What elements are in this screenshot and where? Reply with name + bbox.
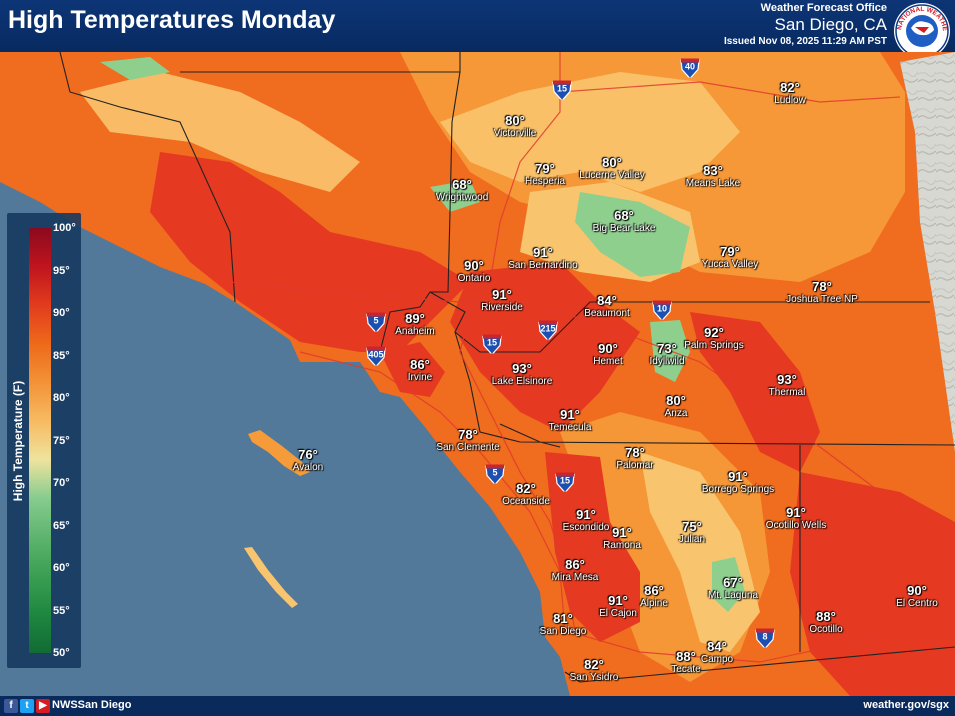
interstate-5-shield-south: 5 <box>484 464 506 489</box>
zone-hot-coachella <box>690 312 820 472</box>
legend-tick-label: 90° <box>53 307 70 319</box>
legend-tick-label: 65° <box>53 519 70 532</box>
temperature-map: 40 15 10 215 5 405 15 5 <box>0 51 955 696</box>
page-title: High Temperatures Monday <box>8 6 336 34</box>
interstate-8-shield: 8 <box>754 628 776 653</box>
youtube-icon[interactable]: ▶ <box>36 699 50 713</box>
zone-cold-north <box>100 57 170 80</box>
county-borders <box>59 51 955 683</box>
map-canvas <box>0 51 955 696</box>
footer-bar: f t ▶ NWSSan Diego weather.gov/sgx <box>0 696 955 716</box>
san-clemente-island <box>244 547 298 608</box>
legend-tick-label: 95° <box>53 264 70 277</box>
interstate-5-shield-north: 5 <box>365 312 387 337</box>
zone-cold-wrightwood <box>430 180 480 212</box>
interstate-15-shield: 15 <box>551 80 573 105</box>
social-handle[interactable]: NWSSan Diego <box>52 699 132 711</box>
interstate-215-shield: 215 <box>537 320 559 345</box>
nws-logo-icon: NATIONAL WEATHER SERVICE <box>891 0 951 65</box>
zone-cold-bigbear <box>575 192 690 277</box>
zone-hot-la <box>150 152 470 352</box>
zone-cool-high <box>440 72 740 192</box>
zone-cold-laguna <box>712 557 745 612</box>
legend-tick-label: 60° <box>53 562 70 574</box>
website-link[interactable]: weather.gov/sgx <box>863 699 949 711</box>
office-line: Weather Forecast Office <box>760 2 887 14</box>
legend-tick-label: 70° <box>53 477 70 489</box>
interstate-15-shield-south: 15 <box>554 472 576 497</box>
zone-hot-imperial <box>790 472 955 696</box>
interstate-10-shield: 10 <box>651 300 673 325</box>
catalina-island <box>248 430 310 476</box>
legend-tick-label: 55° <box>53 604 70 617</box>
zone-cool-coast <box>80 72 360 192</box>
legend-color-bar <box>29 228 51 653</box>
office-name: San Diego, CA <box>774 15 887 35</box>
legend-tick-label: 100° <box>53 222 76 234</box>
header-bar: High Temperatures Monday Weather Forecas… <box>0 0 955 59</box>
interstate-405-shield: 405 <box>365 346 387 371</box>
legend-ticks: 100° 95° 90° 85° 80° 75° 70° 65° 60° 55° 50° <box>53 222 83 659</box>
legend-tick-label: 50° <box>53 647 70 659</box>
interstate-15-shield-riverside: 15 <box>481 334 503 359</box>
interstate-40-shield: 40 <box>679 58 701 83</box>
facebook-icon[interactable]: f <box>4 699 18 713</box>
highways <box>229 52 901 663</box>
legend-tick-label: 85° <box>53 349 70 362</box>
twitter-icon[interactable]: t <box>20 699 34 713</box>
office-info: Weather Forecast Office San Diego, CA Is… <box>724 2 887 48</box>
issued-time: Issued Nov 08, 2025 11:29 AM PST <box>723 35 887 47</box>
legend-tick-label: 80° <box>53 392 70 404</box>
legend-title: High Temperature (F) <box>11 380 25 501</box>
legend-tick-label: 75° <box>53 434 70 447</box>
temperature-legend: High Temperature (F) 100° 95° 90° 85° 80° 75°… <box>7 213 81 668</box>
